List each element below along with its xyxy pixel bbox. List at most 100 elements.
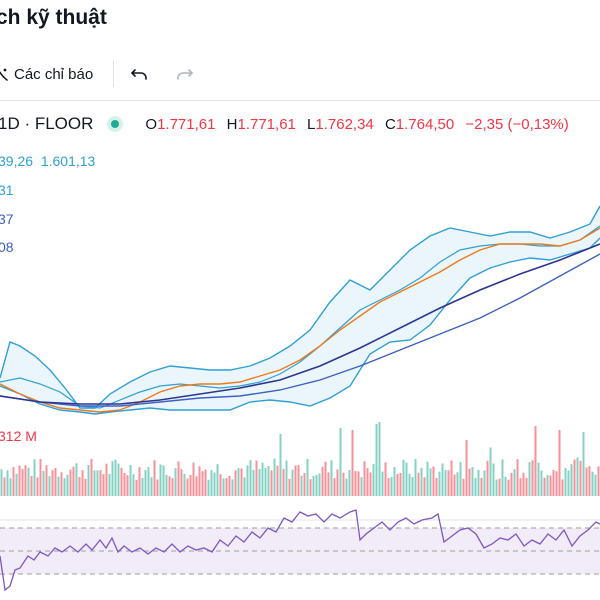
volume-bar — [528, 462, 531, 496]
volume-bar — [147, 467, 150, 496]
volume-bar — [348, 469, 351, 496]
close-value: 1.764,50 — [395, 115, 455, 133]
volume-bar — [324, 461, 327, 496]
volume-bar — [207, 479, 210, 496]
volume-bar — [312, 475, 315, 496]
volume-bar — [135, 479, 138, 496]
toolbar-separator — [113, 61, 115, 87]
volume-bar — [582, 432, 585, 496]
volume-bar — [273, 458, 276, 496]
volume-bar — [597, 466, 600, 496]
volume-bar — [411, 477, 414, 496]
volume-bar — [300, 475, 303, 496]
volume-bar — [351, 430, 354, 496]
volume-bar — [393, 467, 396, 496]
volume-bar — [327, 472, 330, 496]
volume-bar — [504, 476, 507, 496]
volume-bar — [60, 472, 63, 496]
volume-bar — [132, 474, 135, 496]
volume-bar — [180, 469, 183, 496]
volume-bar — [264, 468, 267, 496]
volume-bar — [303, 473, 306, 496]
volume-bar — [117, 463, 120, 496]
volume-bar — [540, 470, 543, 496]
volume-bar — [330, 460, 333, 496]
volume-bar — [432, 466, 435, 496]
volume-bar — [378, 422, 381, 496]
volume-bar — [444, 470, 447, 496]
volume-bar — [87, 465, 90, 496]
volume-bar — [0, 469, 3, 496]
volume-bar — [318, 473, 321, 496]
volume-bar — [45, 465, 48, 496]
symbol-label[interactable]: 1D · FLOOR — [0, 114, 94, 133]
volume-bar — [279, 434, 282, 496]
volume-bar — [447, 470, 450, 496]
volume-bar — [219, 474, 222, 496]
volume-bar — [15, 473, 18, 496]
redo-icon[interactable] — [175, 64, 195, 84]
volume-bar — [249, 460, 252, 496]
volume-bar — [531, 460, 534, 496]
volume-bar — [333, 478, 336, 496]
volume-bar — [213, 472, 216, 496]
volume-bar — [246, 465, 249, 496]
volume-bar — [261, 462, 264, 496]
indicators-button[interactable]: Các chỉ báo — [0, 56, 93, 92]
volume-bar — [54, 467, 57, 496]
volume-bar — [156, 479, 159, 496]
volume-bar — [186, 478, 189, 496]
volume-bar — [372, 463, 375, 496]
volume-bar — [462, 478, 465, 496]
volume-bar — [195, 476, 198, 496]
volume-bar — [567, 470, 570, 496]
volume-bar — [321, 466, 324, 496]
volume-bar — [381, 471, 384, 496]
bollinger-upper-line — [0, 205, 600, 409]
rsi-line — [0, 509, 600, 592]
volume-bar — [552, 470, 555, 496]
volume-bar — [345, 478, 348, 496]
volume-bar — [492, 463, 495, 496]
volume-bar — [84, 478, 87, 496]
volume-bar — [423, 477, 426, 496]
volume-bar — [366, 468, 369, 496]
volume-bar — [129, 464, 132, 496]
volume-bar — [396, 473, 399, 496]
bollinger-band-fill — [0, 206, 600, 414]
volume-bar — [585, 467, 588, 496]
volume-bar — [150, 477, 153, 496]
volume-bar — [486, 460, 489, 496]
volume-bar — [105, 463, 108, 496]
volume-bar — [429, 468, 432, 496]
volume-bar — [471, 467, 474, 496]
volume-bar — [72, 466, 75, 496]
volume-bar — [408, 473, 411, 496]
volume-bar — [57, 476, 60, 496]
volume-bar — [69, 469, 72, 496]
change-value: −2,35 (−0,13%) — [465, 115, 569, 133]
bollinger-values: 39,26 1.601,13 — [0, 153, 95, 169]
volume-bar — [216, 464, 219, 496]
undo-icon[interactable] — [129, 64, 149, 84]
volume-bar — [204, 469, 207, 496]
volume-bar — [354, 471, 357, 496]
volume-bar — [417, 472, 420, 496]
volume-bar — [507, 479, 510, 496]
volume-bar — [255, 460, 258, 496]
volume-bar — [309, 479, 312, 496]
volume-bar — [426, 461, 429, 496]
open-key: O — [145, 115, 158, 133]
indicators-icon — [0, 68, 8, 81]
volume-bar — [96, 470, 99, 496]
volume-bar — [573, 459, 576, 496]
indicator-value-3: 37 — [0, 211, 14, 227]
volume-bar — [141, 478, 144, 496]
volume-bar — [252, 469, 255, 496]
moving-average-navy — [0, 243, 600, 405]
volume-bar — [198, 466, 201, 496]
volume-bar — [174, 468, 177, 496]
volume-bar — [399, 472, 402, 496]
volume-bar — [165, 474, 168, 496]
